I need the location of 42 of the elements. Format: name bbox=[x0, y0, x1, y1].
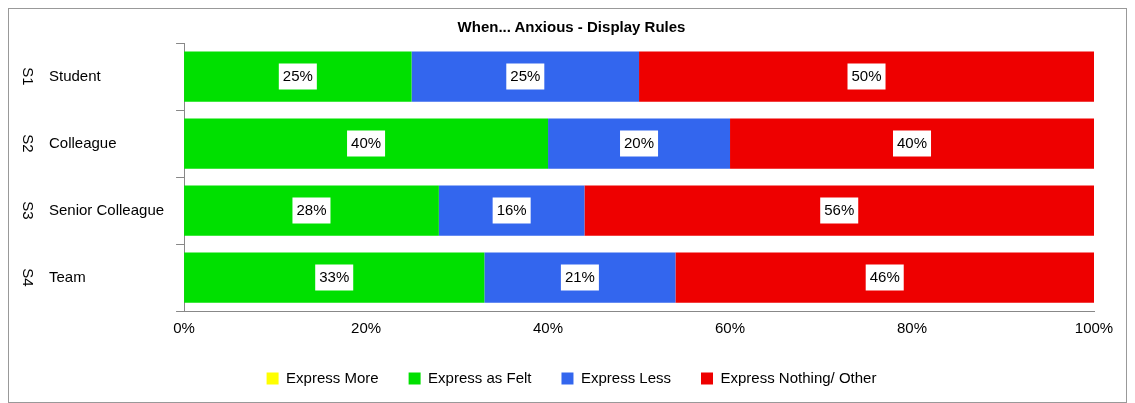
data-label: 40% bbox=[351, 133, 382, 151]
y-tick-label: Senior Colleague bbox=[49, 200, 165, 218]
bar bbox=[484, 252, 676, 303]
data-label: 56% bbox=[824, 200, 855, 218]
legend-label: Express Nothing/ Other bbox=[720, 368, 877, 386]
data-label: 50% bbox=[851, 66, 882, 84]
bar bbox=[548, 118, 731, 169]
text: S3 bbox=[19, 201, 37, 220]
bar bbox=[411, 51, 640, 102]
data-label: 28% bbox=[296, 200, 327, 218]
data-label: 25% bbox=[282, 66, 313, 84]
bar bbox=[184, 185, 439, 236]
bar bbox=[184, 51, 412, 102]
text: S4 bbox=[19, 268, 37, 287]
bar bbox=[675, 252, 1094, 303]
bar bbox=[584, 185, 1094, 236]
bar bbox=[184, 252, 485, 303]
data-label: 46% bbox=[869, 267, 900, 285]
data-label: 21% bbox=[564, 267, 595, 285]
data-label: 33% bbox=[319, 267, 350, 285]
bar bbox=[730, 118, 1094, 169]
legend-label: Express as Felt bbox=[428, 368, 533, 386]
text: S2 bbox=[19, 134, 37, 153]
x-tick-label: 60% bbox=[715, 319, 746, 337]
legend-label: Express Less bbox=[580, 368, 672, 386]
data-label: 16% bbox=[496, 200, 527, 218]
x-tick-label: 0% bbox=[173, 319, 195, 337]
text: S1 bbox=[19, 67, 37, 86]
chart-title: When... Anxious - Display Rules bbox=[457, 18, 686, 36]
bar bbox=[639, 51, 1094, 102]
x-tick-label: 100% bbox=[1074, 319, 1114, 337]
legend-label: Express More bbox=[286, 368, 379, 386]
bar bbox=[184, 118, 549, 169]
x-tick-label: 80% bbox=[897, 319, 928, 337]
data-label: 20% bbox=[624, 133, 655, 151]
data-label: 25% bbox=[510, 66, 541, 84]
y-tick-label: Student bbox=[49, 66, 102, 84]
x-tick-label: 20% bbox=[351, 319, 382, 337]
x-tick-label: 40% bbox=[533, 319, 564, 337]
y-tick-label: Colleague bbox=[49, 133, 117, 151]
y-tick-label: Team bbox=[49, 267, 86, 285]
data-label: 40% bbox=[897, 133, 928, 151]
